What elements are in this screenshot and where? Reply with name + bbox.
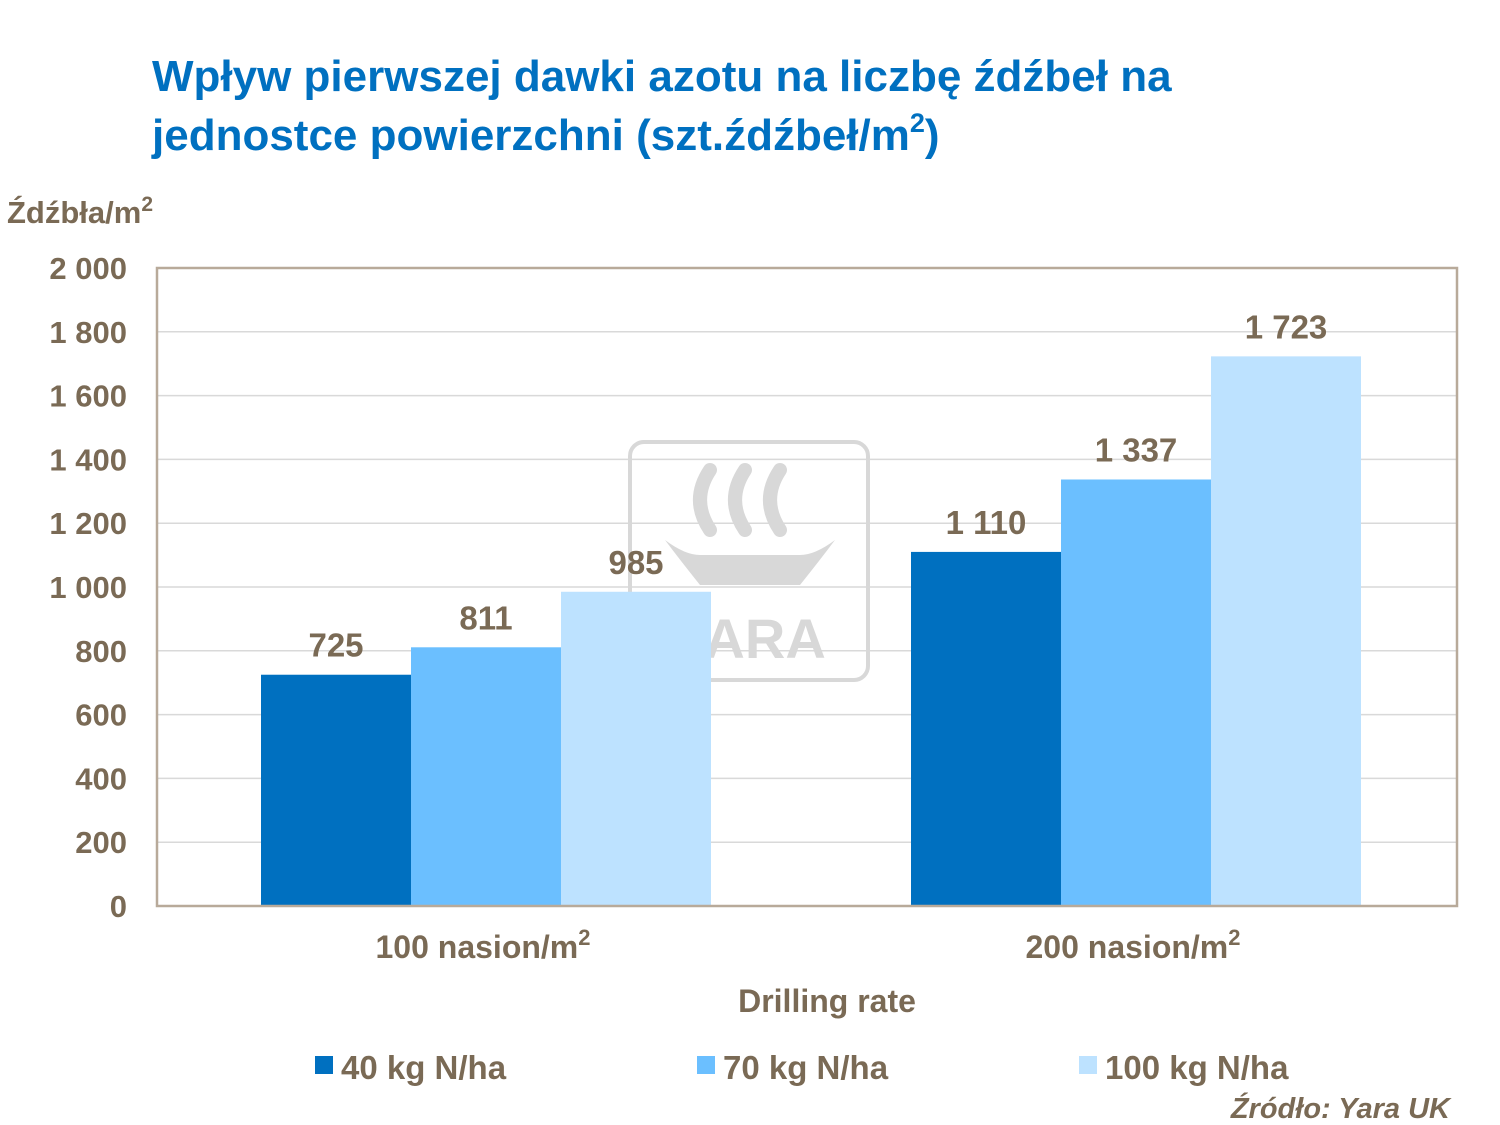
y-tick-label-2000: 2 000 xyxy=(49,251,127,286)
y-tick-label-1200: 1 200 xyxy=(49,506,127,541)
legend-swatch-40kg xyxy=(315,1056,333,1074)
bar-cat1-series1 xyxy=(261,674,411,906)
y-tick-label-1400: 1 400 xyxy=(49,442,127,477)
y-axis-label-text: Źdźbła/m xyxy=(7,195,141,230)
y-tick-label-1600: 1 600 xyxy=(49,379,127,414)
chart-title-tail: ) xyxy=(925,111,940,160)
category-label-200-text: 200 nasion/m xyxy=(1026,929,1229,965)
category-label-200: 200 nasion/m2 xyxy=(1026,925,1241,965)
bar-cat2-series2 xyxy=(1061,479,1211,906)
bar-cat2-series1 xyxy=(911,551,1061,906)
chart-title-line-2-text: jednostce powierzchni (szt.źdźbeł/m xyxy=(151,111,910,160)
watermark-viking-ship-icon xyxy=(693,463,787,537)
data-label-cat2-series3: 1 723 xyxy=(1245,308,1328,345)
bars xyxy=(261,356,1361,906)
chart-title-line-2: jednostce powierzchni (szt.źdźbeł/m2) xyxy=(151,108,940,160)
y-tick-label-200: 200 xyxy=(75,825,127,860)
y-tick-label-0: 0 xyxy=(110,889,127,924)
plot-area-border xyxy=(155,266,1459,908)
bar-cat1-series2 xyxy=(411,647,561,906)
data-label-cat1-series1: 725 xyxy=(308,627,363,664)
source-note: Źródło: Yara UK xyxy=(1230,1092,1452,1125)
legend-swatch-70kg xyxy=(697,1056,715,1074)
data-labels: 725 811 985 1 110 1 337 1 723 xyxy=(308,308,1327,663)
y-axis-label: Źdźbła/m2 xyxy=(7,193,153,230)
legend-swatch-100kg xyxy=(1079,1056,1097,1074)
y-tick-label-1000: 1 000 xyxy=(49,570,127,605)
chart-title-superscript: 2 xyxy=(910,108,925,138)
y-tick-label-400: 400 xyxy=(75,761,127,796)
legend: 40 kg N/ha 70 kg N/ha 100 kg N/ha xyxy=(315,1049,1289,1086)
y-axis-ticks: 0 200 400 600 800 1 000 1 200 1 400 1 600 1 800 2 … xyxy=(49,251,127,924)
category-label-100-superscript: 2 xyxy=(578,925,590,950)
x-axis-label: Drilling rate xyxy=(738,983,916,1019)
chart-title-line-1: Wpływ pierwszej dawki azotu na liczbę źd… xyxy=(152,52,1172,101)
watermark-frame xyxy=(628,440,870,682)
category-label-100: 100 nasion/m2 xyxy=(376,925,591,965)
y-axis-label-superscript: 2 xyxy=(141,193,153,216)
category-label-100-text: 100 nasion/m xyxy=(376,929,579,965)
watermark-ship-hull xyxy=(665,540,835,585)
bar-cat1-series3 xyxy=(561,591,711,906)
legend-label-70kg: 70 kg N/ha xyxy=(723,1049,889,1086)
y-tick-label-800: 800 xyxy=(75,634,127,669)
data-label-cat2-series2: 1 337 xyxy=(1095,431,1178,468)
legend-label-40kg: 40 kg N/ha xyxy=(341,1049,507,1086)
data-label-cat1-series2: 811 xyxy=(459,599,512,636)
legend-label-100kg: 100 kg N/ha xyxy=(1105,1049,1289,1086)
y-tick-label-600: 600 xyxy=(75,698,127,733)
bar-cat2-series3 xyxy=(1211,356,1361,906)
data-label-cat1-series3: 985 xyxy=(608,544,663,581)
category-label-200-superscript: 2 xyxy=(1228,925,1240,950)
data-label-cat2-series1: 1 110 xyxy=(946,504,1027,541)
y-tick-label-1800: 1 800 xyxy=(49,315,127,350)
